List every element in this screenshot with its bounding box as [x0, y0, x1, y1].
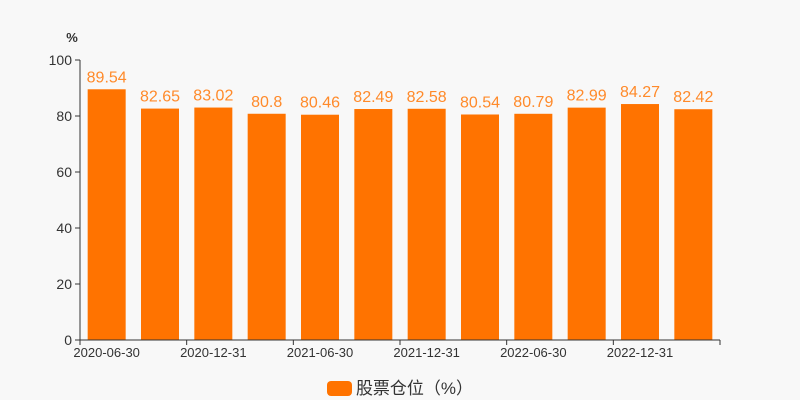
bar: [354, 109, 393, 340]
bar: [461, 114, 499, 340]
legend-label: 股票仓位（%）: [355, 379, 474, 398]
data-label: 83.02: [193, 88, 233, 105]
legend[interactable]: 股票仓位（%）: [0, 374, 800, 399]
bar: [674, 109, 713, 340]
y-tick-label: 20: [56, 276, 72, 292]
data-label: 89.54: [87, 69, 127, 86]
data-label: 82.42: [673, 89, 713, 106]
legend-swatch: [326, 381, 352, 396]
data-label: 80.79: [513, 94, 553, 111]
data-label: 80.46: [300, 95, 340, 112]
data-label: 82.58: [407, 89, 447, 106]
data-label: 82.99: [567, 88, 607, 105]
y-axis-unit: %: [66, 30, 78, 45]
y-tick-label: 80: [56, 108, 72, 124]
bar: [247, 113, 286, 340]
bar: [141, 108, 179, 340]
x-tick-label: 2020-06-30: [73, 345, 140, 360]
data-label: 80.54: [460, 94, 500, 111]
x-tick-label: 2022-06-30: [500, 345, 567, 360]
bar: [407, 108, 446, 340]
bar: [514, 113, 553, 341]
data-label: 82.65: [140, 89, 180, 106]
y-tick-label: 100: [49, 52, 73, 68]
x-tick-label: 2021-12-31: [393, 345, 460, 360]
x-tick-label: 2021-06-30: [287, 345, 354, 360]
x-tick-label: 2022-12-31: [607, 345, 674, 360]
bar: [567, 107, 606, 341]
x-tick-label: 2020-12-31: [180, 345, 247, 360]
y-tick-label: 60: [56, 164, 72, 180]
bar: [621, 104, 659, 340]
data-label: 80.8: [251, 94, 282, 111]
bar: [87, 89, 126, 341]
data-label: 82.49: [353, 89, 393, 106]
bar: [301, 114, 339, 340]
y-tick-label: 40: [56, 220, 72, 236]
y-tick-label: 0: [64, 332, 72, 348]
data-label: 84.27: [620, 84, 660, 101]
bar: [194, 107, 233, 340]
